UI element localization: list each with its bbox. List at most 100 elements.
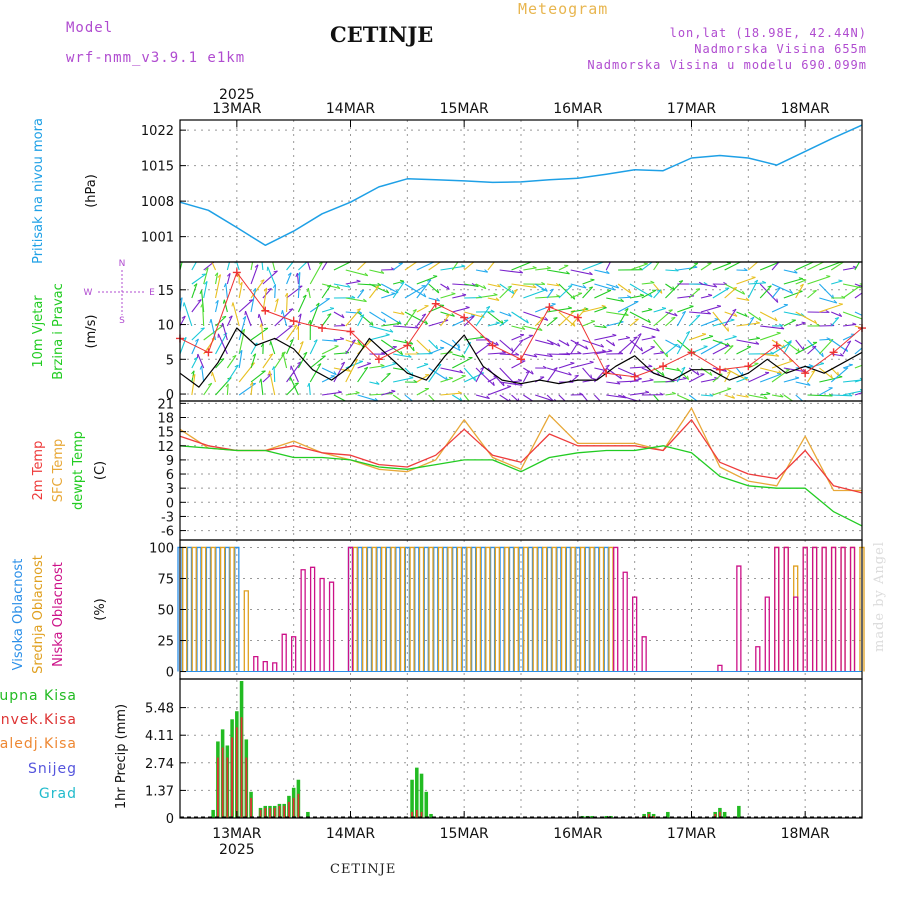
wind-arrow <box>308 383 311 396</box>
wind-arrow <box>854 283 862 288</box>
wind-arrow <box>428 394 436 401</box>
wind-arrow-head <box>414 325 419 329</box>
wind-arrow <box>677 266 698 271</box>
lonlat-label: lon,lat (18.98E, 42.44N) <box>669 26 867 40</box>
wind-arrow-head <box>479 335 485 338</box>
wind-arrow-head <box>745 394 749 398</box>
wind-arrow <box>736 322 760 327</box>
wind-arrow <box>748 372 770 383</box>
wind-arrow <box>724 345 734 355</box>
precipitation-y-tick-label: 4.11 <box>145 729 174 744</box>
wind-arrow <box>819 262 843 271</box>
wind-arrow <box>535 267 551 271</box>
clouds-y-tick-label: 100 <box>149 541 174 556</box>
cloud-mid-bar <box>598 546 605 672</box>
wind-arrow <box>629 378 642 383</box>
wind-arrow <box>416 339 431 354</box>
wind-arrow-head <box>364 272 369 277</box>
wind-arrow <box>558 339 570 347</box>
wind-arrow-head <box>774 317 778 322</box>
wind-arrow-head <box>619 320 624 323</box>
wind-arrow <box>819 376 843 383</box>
wind-arrow-head <box>337 390 342 393</box>
precip-conv-bar <box>283 805 286 818</box>
pressure-y-tick-label: 1022 <box>141 124 174 139</box>
wind-arrow <box>594 269 610 274</box>
wind-arrow-head <box>412 346 415 352</box>
wind-arrow-head <box>666 352 669 358</box>
dewpt-line <box>179 445 863 527</box>
wind-arrow <box>523 311 549 321</box>
wind-arrow <box>807 262 825 271</box>
wind-arrow-head <box>457 391 462 394</box>
wind-arrow <box>191 374 196 396</box>
wind-arrow <box>736 311 748 318</box>
wind-arrow-head <box>801 321 806 324</box>
precip-conv-bar <box>297 793 300 818</box>
top-date-label: 16MAR <box>553 101 602 117</box>
wind-arrow <box>416 305 429 313</box>
wind-arrow <box>842 283 862 289</box>
wind-arrow <box>606 394 627 399</box>
cloud-mid-bar <box>532 546 538 672</box>
wind-arrow-head <box>355 391 360 394</box>
wind-arrow <box>665 316 676 327</box>
wind-arrow <box>558 283 576 300</box>
cloud-low-bar <box>840 546 846 672</box>
wind-arrow <box>819 367 833 379</box>
wind-arrow-head <box>553 367 558 370</box>
wind-arrow <box>748 282 766 285</box>
wind-arrow-head <box>485 337 490 341</box>
wind-y-tick-label: 10 <box>157 319 174 334</box>
wind-arrow <box>297 341 304 355</box>
wind-arrow <box>795 279 807 285</box>
cloud-mid-bar <box>589 546 595 672</box>
wind-arrow <box>653 289 662 299</box>
wind-arrow <box>452 357 473 369</box>
wind-arrow-head <box>175 365 176 369</box>
wind-arrow-head <box>391 389 396 392</box>
wind-arrow-head <box>754 279 758 283</box>
wind-arrow <box>760 367 782 374</box>
wind-arrow <box>357 366 369 383</box>
wind-arrow <box>258 313 264 327</box>
wind-arrow-head <box>227 272 231 277</box>
cloud-low-bar <box>613 546 619 672</box>
wind-arrow-head <box>616 381 621 385</box>
wind-arrow-head <box>541 281 546 285</box>
wind-arrow <box>688 367 700 376</box>
wind-arrow <box>191 299 202 313</box>
wind-speed-line <box>179 327 863 388</box>
wind-arrow <box>807 345 817 355</box>
wind-arrow <box>523 394 534 401</box>
wind-arrow <box>724 262 742 271</box>
wind-arrow <box>440 311 455 317</box>
wind-arrow <box>226 262 231 271</box>
wind-arrow <box>345 358 359 383</box>
wind-arrow-head <box>295 273 298 278</box>
gust-marker <box>772 341 781 350</box>
cloud-mid-bar <box>210 546 216 672</box>
wind-arrow <box>262 270 278 285</box>
precipitation-y-tick-label: 0 <box>166 812 174 827</box>
gust-marker <box>374 355 383 364</box>
wind-arrow <box>393 353 412 358</box>
wind-arrow <box>440 314 451 327</box>
wind-arrow <box>759 283 779 303</box>
wind-arrow <box>322 391 342 396</box>
wind-arrow-head <box>409 404 411 408</box>
wind-arrow <box>232 302 240 327</box>
cloud-low-label: Niska Oblacnost <box>51 562 66 667</box>
wind-arrow <box>795 262 814 271</box>
wind-arrow-head <box>341 361 345 365</box>
wind-arrow <box>202 303 205 327</box>
precip-conv-bar <box>652 815 655 818</box>
wind-arrow <box>215 332 228 355</box>
year-label-top: 2025 <box>219 87 255 103</box>
wind-arrow-head <box>242 316 247 320</box>
wind-arrow <box>842 311 862 320</box>
precip-legend-label: Konvek.Kisa <box>0 712 77 728</box>
cloud-mid-bar <box>466 546 472 672</box>
wind-arrow <box>392 394 403 401</box>
wind-arrow-head <box>625 336 630 339</box>
